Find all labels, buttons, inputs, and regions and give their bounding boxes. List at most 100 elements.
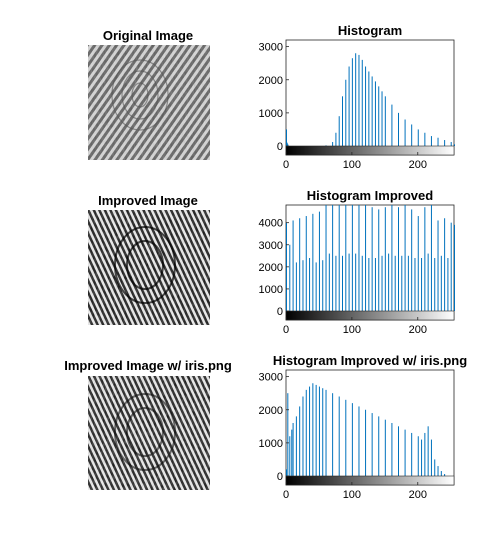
histogram-bar	[351, 205, 353, 311]
histogram-bar	[374, 81, 376, 146]
histogram-bar	[338, 396, 340, 476]
histogram-bar	[322, 388, 324, 476]
histogram-bar	[404, 119, 406, 146]
histogram-bar	[345, 399, 347, 476]
histogram-original: Histogram 0 1000 2000 3000 0 100 200	[259, 23, 455, 171]
histogram-bar	[365, 66, 367, 146]
histogram-bar	[325, 205, 327, 311]
histogram-bar	[414, 258, 416, 311]
y-tick-label: 4000	[259, 218, 283, 230]
histogram-bar	[430, 136, 432, 146]
y-tick-label: 2000	[259, 405, 283, 417]
histogram-bar	[427, 426, 429, 476]
histogram-bar	[411, 124, 413, 146]
histogram-bar	[305, 389, 307, 476]
histogram-bar	[332, 393, 334, 476]
histogram-bar	[437, 220, 439, 311]
histogram-bar	[358, 54, 360, 146]
histogram-bar	[454, 144, 455, 146]
histogram-bar	[299, 406, 301, 476]
panel-title-improved: Improved Image	[98, 193, 198, 208]
histogram-bar	[315, 262, 317, 311]
histogram-bar	[384, 207, 386, 311]
histogram-bar	[312, 383, 314, 476]
y-tick-label: 1000	[259, 284, 283, 296]
y-tick-label: 1000	[259, 108, 283, 120]
histogram-bar	[398, 426, 399, 476]
histogram-bar	[371, 207, 373, 311]
image-panel-original: Original Image	[88, 28, 210, 160]
histogram-bar	[394, 255, 396, 311]
histogram-bar	[430, 205, 432, 311]
y-tick-label: 1000	[259, 438, 283, 450]
histogram-bar	[398, 112, 399, 146]
histogram-bar	[286, 142, 288, 146]
image-panel-matched: Improved Image w/ iris.png	[64, 358, 232, 490]
histogram-bar	[295, 416, 297, 476]
histogram-bar	[411, 209, 413, 311]
histogram-bar	[398, 207, 399, 311]
image-panel-improved: Improved Image	[88, 193, 210, 325]
histogram-bar	[365, 409, 367, 476]
histogram-bar	[309, 258, 311, 311]
histogram-bar	[444, 218, 446, 311]
histogram-bar	[292, 423, 294, 476]
histogram-bar	[434, 459, 436, 476]
histogram-bar	[381, 91, 383, 146]
x-tick-label: 100	[343, 159, 361, 171]
histogram-bar	[315, 384, 317, 476]
histogram-bar	[404, 429, 406, 476]
histogram-bar	[351, 403, 353, 476]
histogram-bar	[302, 396, 304, 476]
histogram-bar	[325, 389, 327, 476]
histogram-bar	[365, 205, 367, 311]
histogram-bar	[325, 145, 327, 146]
histogram-bar	[328, 253, 330, 311]
grayscale-colorbar	[285, 145, 455, 156]
histogram-bar	[332, 205, 334, 311]
axes-box	[285, 369, 455, 486]
histogram-bar	[437, 137, 439, 146]
histogram-improved: Histogram Improved 0 1000 2000 3000 4000 0 100 2…	[259, 188, 455, 336]
histogram-bar	[289, 244, 291, 311]
y-tick-label: 0	[277, 471, 283, 483]
histogram-bar	[291, 429, 293, 476]
histogram-bar	[286, 129, 287, 146]
histogram-bar	[295, 262, 297, 311]
histogram-bar	[440, 471, 442, 476]
histogram-bar	[355, 53, 357, 146]
histogram-bar	[368, 71, 370, 146]
histogram-bar	[332, 142, 334, 146]
histogram-title: Histogram Improved	[307, 188, 433, 203]
histogram-bar	[292, 220, 294, 311]
histogram-bar	[411, 432, 413, 476]
fingerprint-image-improved	[88, 210, 210, 325]
x-tick-label: 100	[343, 324, 361, 336]
histogram-bar	[361, 255, 363, 311]
histogram-bar	[454, 224, 455, 311]
histogram-bar	[374, 258, 376, 311]
histogram-bar	[345, 205, 347, 311]
histogram-bar	[335, 132, 337, 146]
x-tick-label: 200	[409, 324, 427, 336]
histogram-bar	[361, 59, 363, 146]
x-tick-label: 0	[283, 159, 289, 171]
histogram-bar	[424, 132, 426, 146]
histogram-bar	[384, 96, 386, 146]
histogram-bar	[342, 255, 343, 311]
histogram-bar	[391, 205, 393, 311]
histogram-bar	[407, 255, 409, 311]
histogram-bar	[388, 253, 390, 311]
histogram-bar	[378, 416, 380, 476]
histogram-bar	[444, 140, 446, 146]
histogram-bar	[318, 211, 320, 311]
histogram-bar	[338, 205, 340, 311]
x-tick-label: 100	[343, 489, 361, 501]
y-tick-label: 3000	[259, 42, 283, 54]
histogram-bar	[391, 423, 393, 476]
histogram-matched: Histogram Improved w/ iris.png0100020003…	[259, 353, 468, 501]
histogram-bar	[417, 436, 419, 476]
histogram-bar	[335, 255, 337, 311]
grayscale-colorbar	[285, 310, 455, 321]
